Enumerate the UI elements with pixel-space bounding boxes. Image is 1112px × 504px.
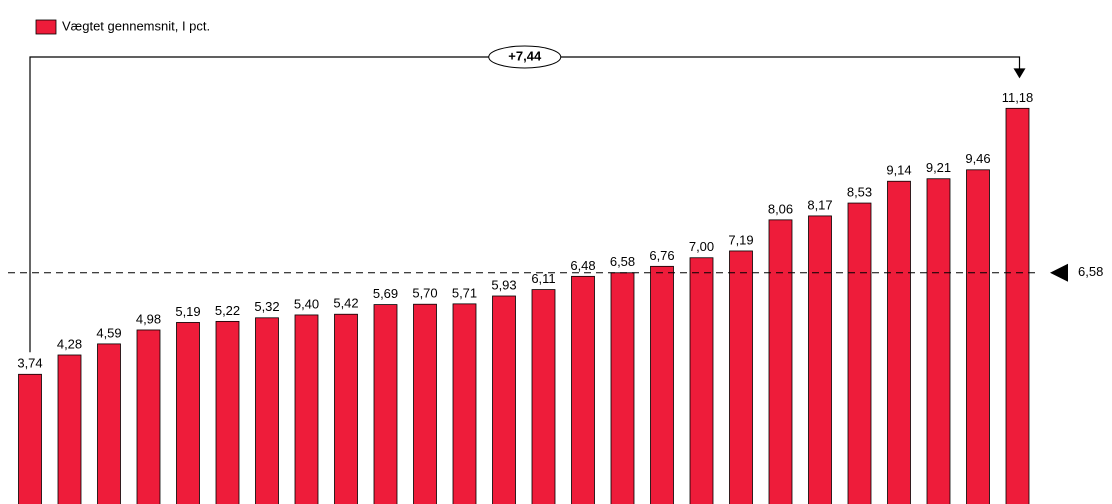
data-label: 9,14 <box>886 163 911 178</box>
data-label: 7,00 <box>689 239 714 254</box>
data-label: 5,93 <box>491 277 516 292</box>
bar <box>847 202 872 504</box>
bar <box>176 322 200 504</box>
bar <box>1005 107 1030 504</box>
data-label: 4,98 <box>136 311 161 326</box>
bar <box>650 265 674 504</box>
bar <box>610 272 635 504</box>
bar <box>215 320 240 504</box>
data-label: 4,59 <box>96 325 121 340</box>
legend-swatch <box>35 19 57 35</box>
data-label: 6,48 <box>570 258 595 273</box>
bar <box>966 169 990 504</box>
average-label: 6,58 <box>1078 264 1103 279</box>
bar <box>887 180 911 504</box>
data-label: 8,53 <box>847 184 872 199</box>
data-label: 4,28 <box>57 336 82 351</box>
difference-label: +7,44 <box>508 48 542 63</box>
data-label: 5,22 <box>215 303 240 318</box>
data-label: 5,42 <box>333 296 358 311</box>
bar <box>18 373 42 504</box>
bar <box>452 303 477 504</box>
bar <box>808 215 832 504</box>
bar <box>57 354 82 504</box>
bar <box>768 219 793 504</box>
data-label: 3,74 <box>17 356 42 371</box>
bar <box>97 343 121 504</box>
bar <box>571 275 595 504</box>
legend-label: Vægtet gennemsnit, I pct. <box>62 18 210 33</box>
bar <box>689 257 714 504</box>
average-marker <box>1050 263 1068 282</box>
difference-badge <box>488 45 562 69</box>
bar <box>373 304 398 504</box>
difference-arrow <box>1013 68 1026 79</box>
bar <box>926 178 951 504</box>
data-label: 5,19 <box>175 304 200 319</box>
bar <box>492 295 516 504</box>
data-label: 6,58 <box>610 254 635 269</box>
data-label: 8,17 <box>807 197 832 212</box>
data-label: 6,76 <box>649 248 674 263</box>
data-label: 6,11 <box>531 271 555 286</box>
data-label: 5,71 <box>452 285 477 300</box>
bar <box>255 317 279 504</box>
data-label: 9,21 <box>926 160 951 175</box>
bar <box>413 303 437 504</box>
data-label: 5,32 <box>254 299 279 314</box>
bar <box>294 314 319 504</box>
data-label: 8,06 <box>768 201 793 216</box>
bar <box>729 250 753 504</box>
data-label: 11,18 <box>1002 90 1034 105</box>
data-label: 7,19 <box>728 232 753 247</box>
data-label: 5,69 <box>373 286 398 301</box>
data-label: 5,70 <box>412 286 437 301</box>
bar <box>334 313 358 504</box>
bar <box>531 289 556 504</box>
data-label: 5,40 <box>294 296 319 311</box>
bar <box>136 329 161 504</box>
data-label: 9,46 <box>965 151 990 166</box>
